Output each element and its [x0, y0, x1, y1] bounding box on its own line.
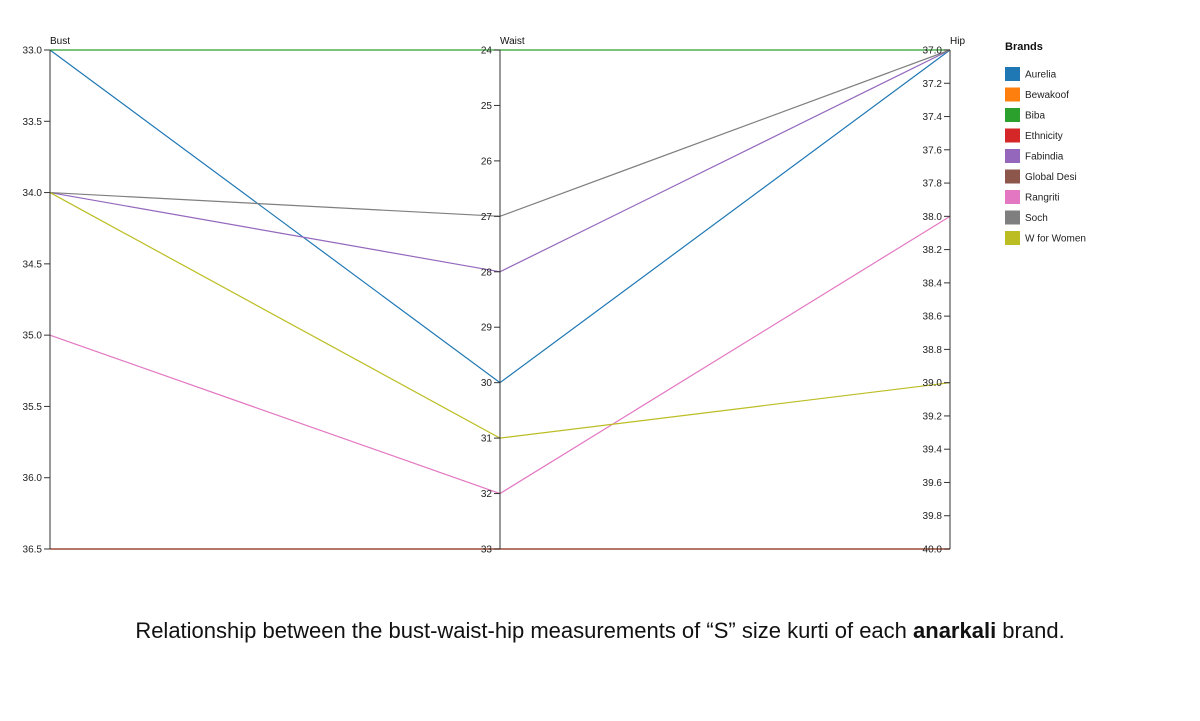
hip-tick-label: 38.4 — [923, 278, 943, 289]
bust-tick-label: 34.5 — [23, 259, 43, 270]
hip-tick-label: 37.0 — [923, 46, 943, 57]
legend-title: Brands — [1005, 41, 1043, 53]
bust-axis-title: Bust — [50, 36, 70, 47]
caption-text-bold: anarkali — [913, 618, 997, 643]
legend-label-rangriti: Rangriti — [1025, 193, 1059, 204]
hip-tick-label: 39.6 — [923, 478, 943, 489]
legend-swatch-biba — [1005, 108, 1020, 122]
hip-tick-label: 39.8 — [923, 511, 943, 522]
legend-label-ethnicity: Ethnicity — [1025, 131, 1063, 142]
caption-text-after: brand. — [996, 618, 1065, 643]
waist-tick-label: 29 — [481, 323, 493, 334]
hip-tick-label: 39.2 — [923, 411, 943, 422]
hip-axis-title: Hip — [950, 36, 965, 47]
legend-swatch-fabindia — [1005, 149, 1020, 163]
parallel-coordinates-chart: 33.0 33.5 34.0 34.5 35.0 35.5 36.0 36.5 Bust 24 25… — [23, 36, 1086, 556]
hip-tick-label: 40.0 — [923, 545, 943, 556]
chart-caption: Relationship between the bust-waist-hip … — [0, 618, 1200, 644]
bust-tick-label: 36.5 — [23, 545, 43, 556]
waist-tick-label: 33 — [481, 545, 493, 556]
hip-tick-label: 38.0 — [923, 212, 943, 223]
hip-tick-label: 37.4 — [923, 112, 943, 123]
legend-label-bewakoof: Bewakoof — [1025, 90, 1069, 101]
legend-swatch-rangriti — [1005, 190, 1020, 204]
legend-label-fabindia: Fabindia — [1025, 152, 1064, 163]
bust-tick-label: 33.5 — [23, 117, 43, 128]
hip-tick-label: 38.2 — [923, 245, 943, 256]
legend-label-soch: Soch — [1025, 213, 1048, 224]
hip-tick-label: 38.8 — [923, 345, 943, 356]
waist-tick-label: 30 — [481, 378, 493, 389]
legend-label-w-for-women: W for Women — [1025, 234, 1086, 245]
hip-tick-label: 38.6 — [923, 312, 943, 323]
hip-tick-label: 37.6 — [923, 145, 943, 156]
bust-tick-label: 35.5 — [23, 402, 43, 413]
legend-label-global-desi: Global Desi — [1025, 172, 1077, 183]
waist-tick-label: 25 — [481, 101, 493, 112]
waist-tick-label: 28 — [481, 267, 493, 278]
waist-tick-label: 32 — [481, 489, 493, 500]
waist-tick-label: 24 — [481, 46, 493, 57]
legend-label-aurelia: Aurelia — [1025, 70, 1057, 81]
waist-tick-label: 26 — [481, 156, 493, 167]
legend-swatch-soch — [1005, 210, 1020, 225]
legend-swatch-ethnicity — [1005, 128, 1020, 143]
legend-swatch-w-for-women — [1005, 231, 1020, 245]
legend-swatch-aurelia — [1005, 67, 1020, 81]
caption-text-before: Relationship between the bust-waist-hip … — [135, 618, 914, 643]
bust-tick-label: 36.0 — [23, 473, 43, 484]
legend-label-biba: Biba — [1025, 111, 1045, 122]
bust-tick-label: 33.0 — [23, 46, 43, 57]
bust-tick-label: 34.0 — [23, 188, 43, 199]
hip-tick-label: 39.0 — [923, 378, 943, 389]
legend-swatch-global-desi — [1005, 169, 1020, 184]
waist-axis-title: Waist — [500, 36, 525, 47]
waist-tick-label: 31 — [481, 434, 493, 445]
legend: Brands Aurelia Bewakoof Biba Ethnicity Fabin… — [1005, 41, 1086, 245]
hip-tick-label: 37.2 — [923, 79, 943, 90]
waist-tick-label: 27 — [481, 212, 493, 223]
legend-swatch-bewakoof — [1005, 87, 1020, 102]
hip-tick-label: 39.4 — [923, 445, 943, 456]
axes: 33.0 33.5 34.0 34.5 35.0 35.5 36.0 36.5 Bust 24 25… — [23, 36, 966, 556]
hip-tick-label: 37.8 — [923, 179, 943, 190]
bust-tick-label: 35.0 — [23, 331, 43, 342]
